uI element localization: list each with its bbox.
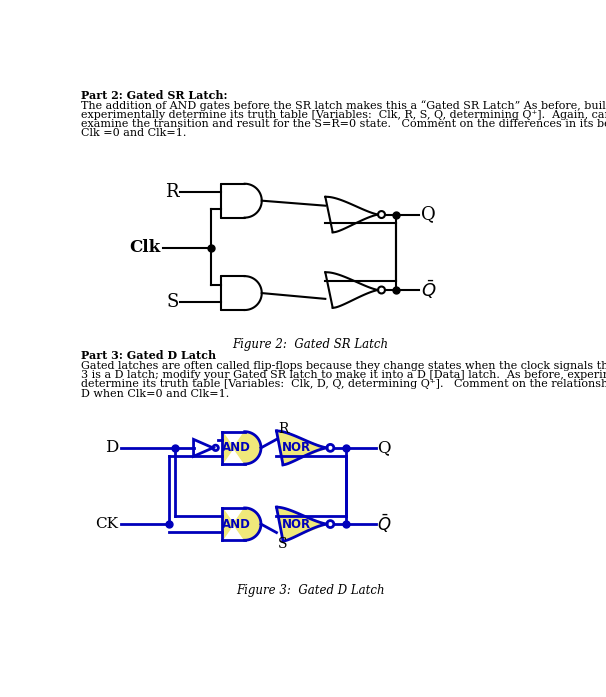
Text: AND: AND: [222, 441, 251, 454]
Text: CK: CK: [95, 517, 118, 531]
Text: Figure 3:  Gated D Latch: Figure 3: Gated D Latch: [236, 584, 385, 597]
Text: 3 is a D latch; modify your Gated SR latch to make it into a D [Data] latch.  As: 3 is a D latch; modify your Gated SR lat…: [81, 370, 606, 380]
Text: Clk =0 and Clk=1.: Clk =0 and Clk=1.: [81, 128, 187, 138]
Text: AND: AND: [222, 518, 251, 530]
Text: S: S: [278, 537, 287, 551]
Text: $\bar{Q}$: $\bar{Q}$: [421, 279, 436, 301]
Text: determine its truth table [Variables:  Clk, D, Q, determining Q⁺].   Comment on : determine its truth table [Variables: Cl…: [81, 379, 606, 390]
Text: The addition of AND gates before the SR latch makes this a “Gated SR Latch” As b: The addition of AND gates before the SR …: [81, 100, 606, 112]
Text: examine the transition and result for the S=R=0 state.   Comment on the differen: examine the transition and result for th…: [81, 119, 606, 129]
Text: D when Clk=0 and Clk=1.: D when Clk=0 and Clk=1.: [81, 388, 230, 399]
Text: Figure 2:  Gated SR Latch: Figure 2: Gated SR Latch: [233, 338, 388, 351]
Text: NOR: NOR: [282, 518, 311, 530]
Text: S: S: [167, 293, 179, 311]
Polygon shape: [276, 431, 327, 465]
Polygon shape: [222, 508, 261, 540]
Text: D: D: [105, 439, 118, 457]
Text: Clk: Clk: [130, 239, 161, 256]
Polygon shape: [222, 431, 261, 464]
Text: Part 2: Gated SR Latch:: Part 2: Gated SR Latch:: [81, 90, 228, 101]
Text: experimentally determine its truth table [Variables:  Clk, R, S, Q, determining : experimentally determine its truth table…: [81, 110, 606, 120]
Text: Q: Q: [377, 439, 391, 457]
Polygon shape: [276, 507, 327, 541]
Text: NOR: NOR: [282, 441, 311, 454]
Text: Gated latches are often called flip-flops because they change states when the cl: Gated latches are often called flip-flop…: [81, 361, 606, 371]
Text: Q: Q: [421, 206, 435, 224]
Text: Part 3: Gated D Latch: Part 3: Gated D Latch: [81, 350, 216, 361]
Text: R: R: [278, 422, 288, 436]
Text: R: R: [165, 183, 179, 201]
Text: $\bar{Q}$: $\bar{Q}$: [377, 513, 391, 535]
